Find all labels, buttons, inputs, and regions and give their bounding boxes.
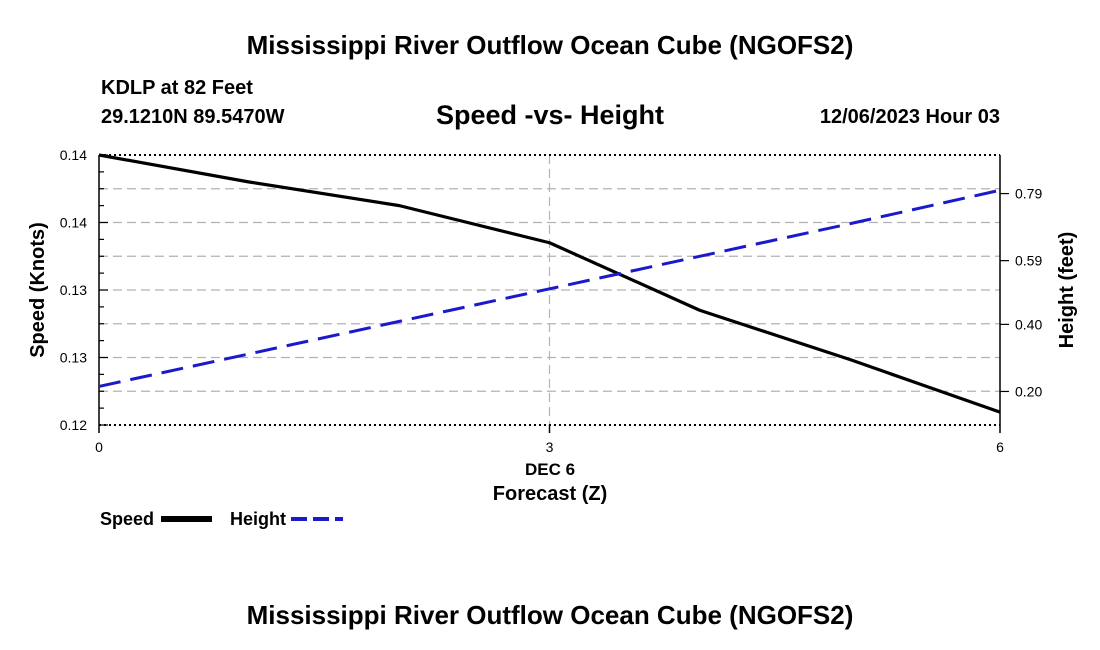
- forecast-timestamp: 12/06/2023 Hour 03: [819, 106, 1000, 128]
- chart-title-top: Mississippi River Outflow Ocean Cube (NG…: [246, 30, 854, 60]
- y-axis-right-tick-label: 0.59: [1015, 253, 1042, 269]
- y-axis-right-tick-label: 0.20: [1015, 383, 1042, 399]
- station-label: KDLP at 82 Feet: [101, 77, 253, 99]
- chart-title-bottom: Mississippi River Outflow Ocean Cube (NG…: [246, 600, 854, 630]
- x-axis-title: Forecast (Z): [493, 483, 607, 505]
- y-axis-left-tick-label: 0.12: [60, 417, 87, 433]
- y-axis-left-tick-label: 0.14: [60, 215, 87, 231]
- chart-subtitle: Speed -vs- Height: [435, 100, 665, 130]
- y-axis-left-tick-label: 0.13: [60, 282, 87, 298]
- y-axis-right-title: Height (feet): [1056, 232, 1078, 349]
- y-axis-left-tick-label: 0.13: [60, 350, 87, 366]
- x-axis-tick-label: 6: [996, 439, 1004, 455]
- x-axis-tick-label: 0: [95, 439, 103, 455]
- y-axis-right-tick-label: 0.40: [1015, 316, 1042, 332]
- x-axis-date-label: DEC 6: [525, 460, 575, 479]
- y-axis-left-tick-label: 0.14: [60, 147, 87, 163]
- legend-height-swatch: [291, 517, 343, 521]
- legend-height-label: Height: [230, 509, 286, 529]
- x-axis-tick-label: 3: [546, 439, 554, 455]
- y-axis-right-tick-label: 0.79: [1015, 186, 1042, 202]
- y-axis-left-title: Speed (Knots): [27, 222, 49, 358]
- series-line-height: [98, 188, 1001, 388]
- station-coordinates: 29.1210N 89.5470W: [101, 106, 285, 128]
- series-line-speed: [98, 153, 1001, 414]
- legend-speed-swatch: [161, 516, 212, 522]
- legend-speed-label: Speed: [100, 509, 155, 529]
